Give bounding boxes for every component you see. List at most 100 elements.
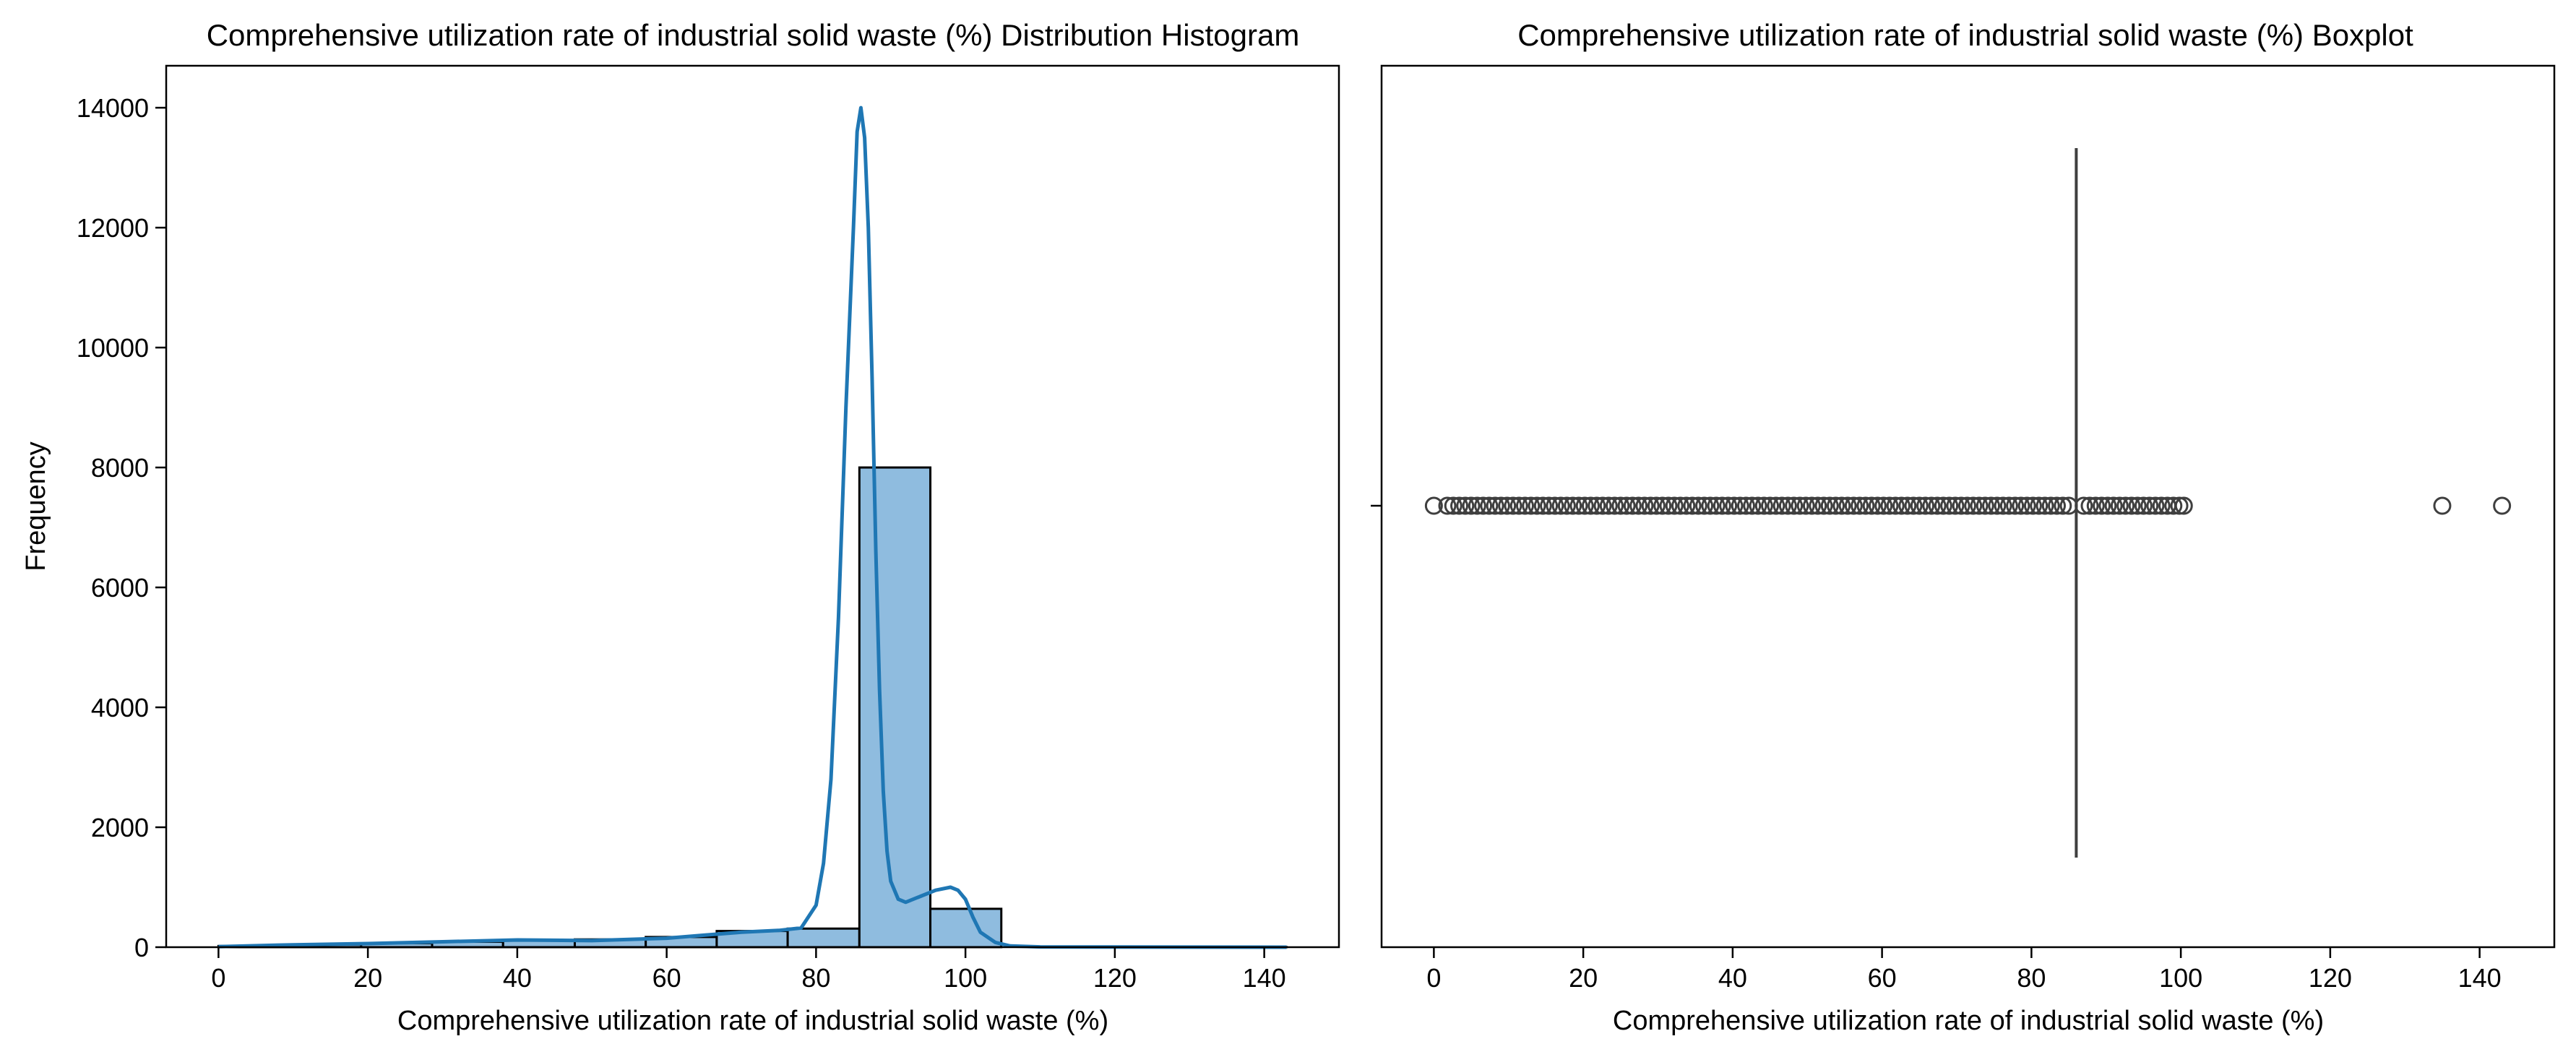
boxplot-outlier-point [2054, 496, 2072, 515]
histogram-x-tick-label: 60 [652, 963, 681, 993]
boxplot-outlier-point [1767, 496, 1785, 515]
boxplot-outlier-point [2164, 496, 2183, 515]
boxplot-outlier-point [1564, 496, 1582, 515]
boxplot-outlier-point [1683, 496, 1702, 515]
histogram-y-tick-label: 12000 [77, 213, 149, 243]
boxplot-outlier-point [2041, 496, 2060, 515]
boxplot-outlier-point [1796, 496, 1815, 515]
boxplot-outlier-point [1491, 496, 1510, 515]
histogram-x-tick-label: 20 [353, 963, 382, 993]
histogram-x-axis-ticks: 0 20 40 60 80 100 120 140 [211, 947, 1286, 993]
boxplot-outlier-point [1456, 496, 1475, 515]
boxplot-outlier-point [1736, 496, 1755, 515]
boxplot-outlier-point [1994, 496, 2012, 515]
boxplot-outlier-point [1438, 496, 1457, 515]
histogram-kde-curve [218, 105, 1287, 949]
histogram-x-tick-label: 0 [211, 963, 225, 993]
boxplot-outlier-point [2023, 496, 2042, 515]
boxplot-outlier-point [2093, 496, 2111, 515]
boxplot-outlier-point [1988, 496, 2007, 515]
boxplot-outlier-point [1725, 496, 1744, 515]
boxplot-outlier-point [1910, 496, 1929, 515]
histogram-x-tick-label: 140 [1243, 963, 1286, 993]
boxplot-outlier-point [1957, 496, 1976, 515]
boxplot-outlier-point [1832, 496, 1851, 515]
boxplot-outlier-point [2170, 496, 2189, 515]
boxplot-outlier-point [1641, 496, 1660, 515]
boxplot-outlier-point [1928, 496, 1947, 515]
boxplot-outlier-point [1970, 496, 1989, 515]
histogram-y-tick-label: 0 [134, 933, 149, 962]
boxplot-outlier-point [1623, 496, 1642, 515]
boxplot-x-tick-label: 20 [1569, 963, 1598, 993]
boxplot-outlier-point [2493, 496, 2512, 515]
boxplot-x-tick-label: 140 [2458, 963, 2502, 993]
boxplot-outlier-point [2122, 496, 2141, 515]
boxplot-outlier-point [1862, 496, 1881, 515]
boxplot-outlier-point [2086, 496, 2105, 515]
boxplot-outlier-point [1480, 496, 1499, 515]
boxplot-outlier-point [1838, 496, 1857, 515]
histogram-x-tick-label: 40 [503, 963, 532, 993]
boxplot-outlier-point [1856, 496, 1875, 515]
boxplot-outlier-point [1551, 496, 1570, 515]
boxplot-outlier-point [1671, 496, 1690, 515]
boxplot-outlier-point [2080, 496, 2099, 515]
histogram-y-tick-label: 4000 [91, 693, 149, 722]
boxplot-outlier-point [1659, 496, 1678, 515]
boxplot-x-tick-label: 0 [1426, 963, 1441, 993]
boxplot-outlier-point [1611, 496, 1630, 515]
boxplot-outlier-point [1791, 496, 1809, 515]
boxplot-outlier-point [1557, 496, 1576, 515]
boxplot-x-axis-ticks: 0 20 40 60 80 100 120 140 [1426, 947, 2502, 993]
histogram-bar [858, 466, 932, 949]
histogram-y-tick-label: 14000 [77, 93, 149, 123]
boxplot-outlier-point [2134, 496, 2153, 515]
boxplot-outlier-point [1509, 496, 1528, 515]
boxplot-outlier-point [1713, 496, 1731, 515]
boxplot-outlier-point [2152, 496, 2171, 515]
boxplot-outlier-point [2110, 496, 2129, 515]
boxplot-outlier-point [1785, 496, 1804, 515]
boxplot-outlier-point [1486, 496, 1504, 515]
boxplot-outlier-point [1934, 496, 1952, 515]
boxplot-outlier-point [1952, 496, 1970, 515]
boxplot-outlier-point [1982, 496, 2001, 515]
boxplot-outlier-point [1892, 496, 1911, 515]
boxplot-outlier-point [1916, 496, 1935, 515]
boxplot-outlier-point [1599, 496, 1618, 515]
boxplot-outlier-point [1880, 496, 1899, 515]
boxplot-outlier-point [1498, 496, 1517, 515]
boxplot-outlier-point [1999, 496, 2018, 515]
histogram-bars [217, 466, 1288, 949]
boxplot-outlier-point [1802, 496, 1821, 515]
boxplot-outlier-point [2116, 496, 2135, 515]
boxplot-outlier-point [1749, 496, 1767, 515]
histogram-y-tick-label: 10000 [77, 333, 149, 363]
boxplot-outlier-point [2128, 496, 2147, 515]
boxplot-outliers [1424, 496, 2512, 515]
boxplot-outlier-point [2433, 496, 2452, 515]
boxplot-outlier-point [1462, 496, 1481, 515]
histogram-plot-frame [165, 64, 1340, 949]
boxplot-outlier-point [1814, 496, 1833, 515]
boxplot-outlier-point [1778, 496, 1797, 515]
boxplot-outlier-point [1695, 496, 1714, 515]
boxplot-outlier-point [1581, 496, 1600, 515]
boxplot-outlier-point [2036, 496, 2054, 515]
boxplot-outlier-point [1874, 496, 1893, 515]
boxplot-outlier-point [1886, 496, 1905, 515]
boxplot-outlier-point [2048, 496, 2067, 515]
boxplot-outlier-point [1946, 496, 1965, 515]
boxplot-x-tick-label: 120 [2309, 963, 2352, 993]
boxplot-outlier-point [1653, 496, 1672, 515]
boxplot-outlier-point [1450, 496, 1469, 515]
boxplot-outlier-point [1515, 496, 1534, 515]
histogram-y-tick-label: 2000 [91, 813, 149, 842]
boxplot-outlier-point [1820, 496, 1839, 515]
histogram-y-axis-ticks: 0 2000 4000 6000 8000 10000 12000 14000 [77, 93, 166, 962]
boxplot-outlier-point [1468, 496, 1486, 515]
histogram-bar [929, 907, 1003, 949]
histogram-title: Comprehensive utilization rate of indust… [207, 18, 1300, 52]
